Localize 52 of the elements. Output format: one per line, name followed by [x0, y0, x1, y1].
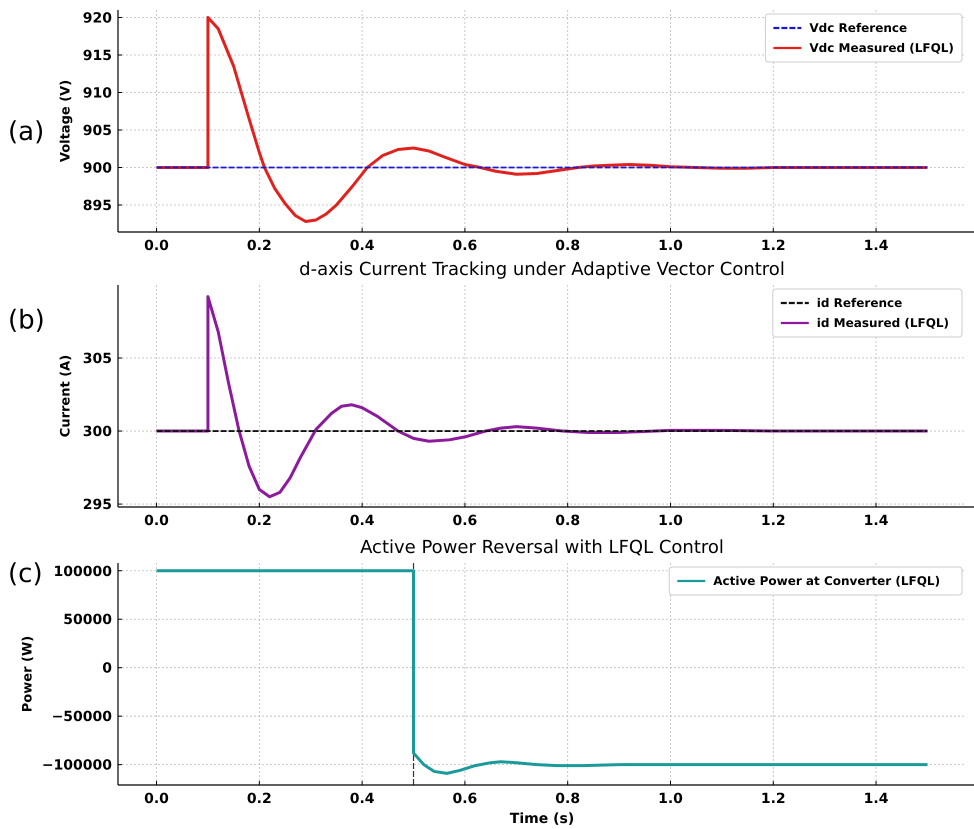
y-tick-label: 920: [82, 10, 112, 26]
x-tick-label: 0.6: [452, 238, 478, 254]
y-tick-label: 900: [82, 160, 112, 176]
legend-label: Vdc Measured (LFQL): [809, 41, 954, 55]
y-tick-label: 905: [82, 123, 112, 139]
x-tick-label: 1.0: [658, 513, 684, 529]
legend-label: id Reference: [816, 296, 902, 310]
x-tick-label: 0.0: [144, 513, 170, 529]
x-axis-title: Time (s): [510, 811, 574, 827]
x-tick-label: 0.8: [555, 513, 580, 529]
x-tick-label: 1.2: [760, 513, 786, 529]
y-tick-label: 915: [82, 48, 112, 64]
x-tick-label: 1.4: [864, 238, 889, 254]
y-axis-title: Current (A): [58, 354, 74, 438]
y-axis-title: Power (W): [20, 636, 36, 712]
y-tick-label: 0: [102, 660, 112, 677]
text: (a): [8, 116, 44, 147]
y-tick-label: 895: [82, 198, 112, 214]
legend-label: Vdc Reference: [809, 21, 908, 35]
x-tick-label: 0.4: [350, 513, 375, 529]
y-tick-label: 305: [82, 351, 112, 368]
x-tick-label: 1.4: [864, 791, 889, 807]
x-tick-label: 0.2: [246, 238, 272, 254]
y-tick-label: 50000: [63, 612, 112, 628]
y-tick-label: 100000: [54, 564, 112, 580]
y-tick-label: 300: [82, 424, 112, 440]
y-tick-label: −50000: [52, 709, 112, 726]
chart-title: d-axis Current Tracking under Adaptive Vector Control: [299, 259, 785, 280]
x-tick-label: 0.4: [350, 791, 375, 807]
x-tick-label: 0.8: [555, 238, 580, 254]
x-tick-label: 0.2: [246, 791, 272, 807]
x-tick-label: 1.2: [760, 238, 786, 254]
x-tick-label: 1.0: [658, 791, 684, 807]
y-tick-label: 910: [82, 86, 112, 102]
text: (c): [8, 558, 43, 589]
x-tick-label: 0.0: [144, 791, 170, 807]
chart-title: Active Power Reversal with LFQL Control: [360, 537, 724, 558]
legend-label: Active Power at Converter (LFQL): [713, 574, 940, 588]
x-tick-label: 0.4: [350, 238, 375, 254]
x-tick-label: 0.0: [144, 238, 170, 254]
x-tick-label: 0.2: [246, 513, 272, 529]
x-tick-label: 0.6: [452, 791, 478, 807]
x-tick-label: 0.8: [555, 791, 580, 807]
y-tick-label: −100000: [42, 758, 112, 774]
text: (b): [8, 305, 45, 336]
x-tick-label: 0.6: [452, 513, 478, 529]
y-tick-label: 295: [82, 497, 112, 514]
x-tick-label: 1.0: [658, 238, 684, 254]
legend-label: id Measured (LFQL): [816, 316, 950, 330]
x-tick-label: 1.2: [760, 791, 786, 807]
y-axis-title: Voltage (V): [58, 80, 74, 162]
x-tick-label: 1.4: [864, 513, 889, 529]
